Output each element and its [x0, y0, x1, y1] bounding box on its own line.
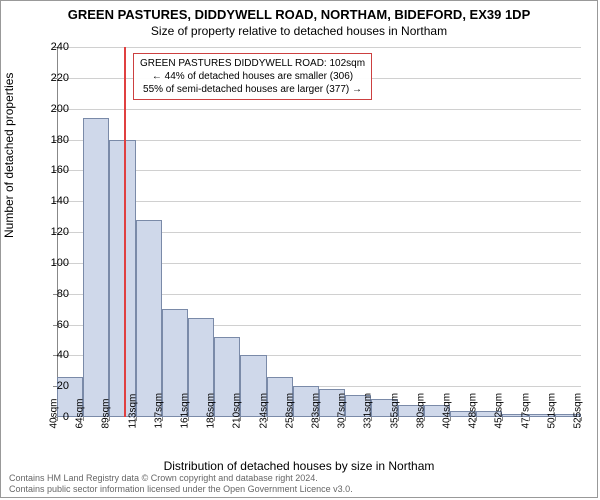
- y-tick-label: 100: [39, 257, 69, 269]
- y-axis-label: Number of detached properties: [2, 73, 16, 238]
- marker-line: [124, 47, 126, 417]
- y-tick-label: 160: [39, 164, 69, 176]
- gridline: [57, 47, 581, 48]
- gridline: [57, 109, 581, 110]
- annotation-line3: 55% of semi-detached houses are larger (…: [140, 83, 365, 96]
- y-tick-label: 220: [39, 72, 69, 84]
- y-tick-label: 80: [39, 288, 69, 300]
- y-tick-label: 180: [39, 134, 69, 146]
- y-tick-label: 120: [39, 226, 69, 238]
- annotation-line2: ← 44% of detached houses are smaller (30…: [140, 70, 365, 83]
- y-tick-label: 20: [39, 380, 69, 392]
- gridline: [57, 170, 581, 171]
- gridline: [57, 201, 581, 202]
- y-tick-label: 200: [39, 103, 69, 115]
- footer-line2: Contains public sector information licen…: [9, 484, 353, 495]
- y-tick-label: 40: [39, 349, 69, 361]
- footer-attribution: Contains HM Land Registry data © Crown c…: [9, 473, 353, 495]
- annotation-line1: GREEN PASTURES DIDDYWELL ROAD: 102sqm: [140, 57, 365, 70]
- x-axis-label: Distribution of detached houses by size …: [1, 459, 597, 473]
- chart-title: GREEN PASTURES, DIDDYWELL ROAD, NORTHAM,…: [1, 7, 597, 22]
- chart-container: GREEN PASTURES, DIDDYWELL ROAD, NORTHAM,…: [0, 0, 598, 498]
- y-tick-label: 140: [39, 195, 69, 207]
- y-tick-label: 60: [39, 319, 69, 331]
- chart-subtitle: Size of property relative to detached ho…: [1, 24, 597, 38]
- annotation-box: GREEN PASTURES DIDDYWELL ROAD: 102sqm← 4…: [133, 53, 372, 100]
- footer-line1: Contains HM Land Registry data © Crown c…: [9, 473, 353, 484]
- plot-area: GREEN PASTURES DIDDYWELL ROAD: 102sqm← 4…: [57, 47, 581, 417]
- histogram-bar: [109, 140, 135, 418]
- histogram-bar: [136, 220, 162, 417]
- y-tick-label: 240: [39, 41, 69, 53]
- gridline: [57, 140, 581, 141]
- histogram-bar: [83, 118, 109, 417]
